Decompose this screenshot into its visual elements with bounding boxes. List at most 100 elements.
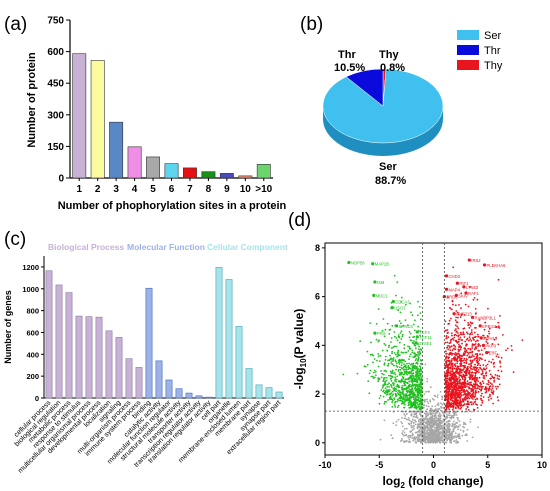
point-down-regulated [399,359,402,361]
gene-label-USO1: USO1 [394,306,406,311]
point-down-regulated [397,370,400,372]
point-down-regulated [397,386,400,389]
point-down-regulated [400,322,402,325]
point-not-significant [392,422,395,424]
point-not-significant [427,405,430,408]
point-up-regulated [477,369,480,371]
point-up-regulated [512,371,515,373]
point-up-regulated [484,386,487,388]
point-down-regulated [419,348,422,351]
point-not-significant [415,420,417,423]
point-up-regulated [463,370,466,373]
point-down-regulated [376,359,378,362]
point-up-regulated [463,357,466,360]
point-up-regulated [470,394,473,397]
point-down-regulated [396,400,398,403]
point-down-regulated [359,340,362,343]
point-down-regulated [398,390,401,392]
point-not-significant [433,435,436,438]
point-not-significant [448,435,450,437]
point-not-significant [410,424,412,427]
point-up-regulated [457,367,460,370]
point-not-significant [403,428,406,430]
point-down-regulated [418,378,421,381]
point-down-regulated [405,388,408,391]
point-up-regulated [454,329,456,332]
point-down-regulated [393,364,395,367]
point-up-regulated [496,353,499,356]
point-up-regulated [483,347,486,350]
point-down-regulated [416,384,418,387]
point-not-significant [415,416,417,419]
point-not-significant [429,399,431,401]
point-down-regulated [416,375,418,378]
point-down-regulated [417,387,420,389]
point-not-significant [427,421,430,424]
point-not-significant [427,402,430,405]
point-not-significant [462,429,465,432]
point-not-significant [404,415,406,417]
point-down-regulated [399,332,402,334]
point-down-regulated [393,389,395,392]
point-down-regulated [385,370,388,373]
point-not-significant [418,439,421,442]
point-down-regulated [410,401,413,404]
point-not-significant [438,425,441,428]
point-not-significant [434,441,437,443]
point-down-regulated [402,359,405,362]
point-up-regulated [472,336,474,339]
point-not-significant [413,419,416,422]
point-up-regulated [487,388,490,391]
point-up-regulated [451,383,454,386]
point-up-regulated [470,403,473,406]
y-tick-label: 0 [35,394,39,403]
pie-label-thy-pct: 0.8% [380,62,405,74]
point-down-regulated [415,367,418,370]
point-down-regulated [393,404,396,406]
x-tick-label: 2 [95,184,101,195]
point-up-regulated [459,373,461,375]
point-down-regulated [372,354,375,357]
point-down-regulated [405,368,408,370]
point-up-regulated [469,360,472,363]
point-not-significant [417,434,420,437]
point-up-regulated [454,392,457,395]
point-down-regulated [401,376,404,378]
point-not-significant [464,423,467,426]
point-down-regulated [366,350,369,353]
point-up-regulated [452,406,454,408]
point-not-significant [448,412,451,415]
bar-sites-10 [238,175,253,179]
point-up-regulated [463,314,466,316]
point-down-regulated [408,398,411,401]
point-not-significant [417,420,420,423]
point-not-significant [453,435,455,438]
point-up-regulated [459,316,462,318]
point-up-regulated [462,364,465,367]
point-up-regulated [454,333,457,336]
point-down-regulated [388,374,390,377]
point-not-significant [426,424,429,426]
point-up-regulated [484,391,487,394]
point-down-regulated [384,344,387,347]
point-down-regulated [418,392,421,394]
point-up-regulated [461,378,464,381]
point-up-regulated [450,391,452,394]
point-up-regulated [454,319,457,322]
point-up-regulated [483,336,486,339]
point-up-regulated [451,354,453,356]
point-down-regulated [379,394,382,397]
point-up-regulated [450,338,453,341]
point-up-regulated [463,359,465,362]
bar-signaling [115,337,123,399]
point-down-regulated [381,386,384,389]
point-down-regulated [399,366,401,368]
point-down-regulated [401,388,404,391]
point-not-significant [412,434,414,436]
panel-c-bars [45,267,283,399]
point-not-significant [390,434,393,436]
point-down-regulated [419,372,421,375]
point-up-regulated [457,332,459,334]
point-down-regulated [375,322,378,325]
point-down-regulated [393,274,396,277]
